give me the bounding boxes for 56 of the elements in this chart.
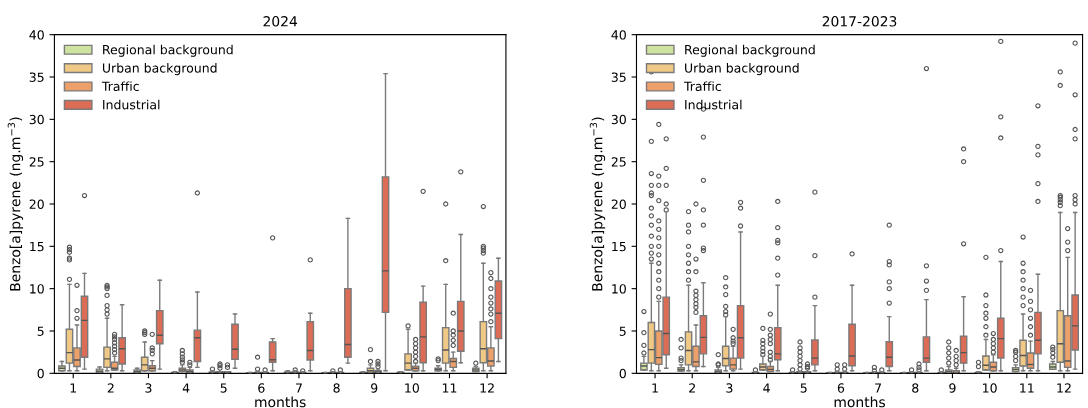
x-tick-label: 1 xyxy=(652,383,658,393)
y-tick-label: 30 xyxy=(29,114,44,125)
y-tick-label: 10 xyxy=(30,284,44,294)
chart-title: 2017-2023 xyxy=(822,16,897,27)
legend-label: Regional background xyxy=(685,44,815,57)
x-tick-label: 12 xyxy=(1057,383,1071,393)
x-tick-label: 11 xyxy=(442,383,457,393)
y-tick-label: 5 xyxy=(37,326,44,336)
y-axis-title: Benzo[a]pyrene (ng.m$^{−3}$) xyxy=(7,117,24,291)
y-tick-label: 10 xyxy=(612,284,626,294)
legend-label: Industrial xyxy=(103,99,160,110)
y-tick-label: 35 xyxy=(611,72,626,82)
x-tick-label: 4 xyxy=(763,383,770,393)
legend-label: Industrial xyxy=(685,99,742,110)
x-tick-label: 10 xyxy=(405,383,419,393)
y-tick-label: 35 xyxy=(29,72,44,82)
x-tick-label: 9 xyxy=(371,383,378,393)
x-tick-label: 11 xyxy=(1020,383,1034,393)
chart-title: 2024 xyxy=(263,16,298,27)
y-tick-label: 25 xyxy=(29,157,44,167)
x-tick-label: 2 xyxy=(689,383,695,393)
x-tick-label: 9 xyxy=(949,383,956,393)
legend-label: Urban background xyxy=(685,63,799,76)
x-tick-label: 5 xyxy=(800,383,807,393)
legend-label: Traffic xyxy=(683,81,721,92)
x-tick-label: 2 xyxy=(107,383,114,393)
y-tick-label: 15 xyxy=(30,241,44,252)
legend-label: Regional background xyxy=(103,44,233,57)
x-tick-label: 12 xyxy=(480,383,494,393)
x-tick-label: 6 xyxy=(837,383,845,393)
x-tick-label: 6 xyxy=(258,383,265,393)
y-tick-label: 40 xyxy=(29,30,44,40)
x-tick-label: 8 xyxy=(333,383,340,393)
y-tick-label: 15 xyxy=(612,241,626,252)
x-tick-label: 8 xyxy=(912,383,919,393)
y-tick-label: 30 xyxy=(611,114,626,125)
legend-label: Traffic xyxy=(101,81,139,92)
x-tick-label: 3 xyxy=(726,383,733,393)
y-tick-label: 0 xyxy=(37,368,44,379)
y-tick-label: 0 xyxy=(619,368,626,379)
x-tick-label: 3 xyxy=(145,383,152,393)
x-tick-label: 7 xyxy=(296,383,302,393)
x-tick-label: 10 xyxy=(983,383,997,393)
x-axis-title: months xyxy=(255,396,306,408)
x-tick-label: 7 xyxy=(875,383,882,393)
x-tick-label: 5 xyxy=(220,383,227,393)
x-tick-label: 4 xyxy=(182,383,190,393)
y-tick-label: 5 xyxy=(619,326,626,336)
y-tick-label: 20 xyxy=(611,199,626,209)
y-tick-label: 20 xyxy=(29,199,44,209)
x-axis-title: months xyxy=(834,396,885,408)
y-tick-label: 40 xyxy=(611,30,626,40)
y-axis-title: Benzo[a]pyrene (ng.m$^{−3}$) xyxy=(589,117,606,291)
y-tick-label: 25 xyxy=(611,157,626,167)
x-tick-label: 1 xyxy=(70,383,77,393)
legend-label: Urban background xyxy=(102,63,217,76)
